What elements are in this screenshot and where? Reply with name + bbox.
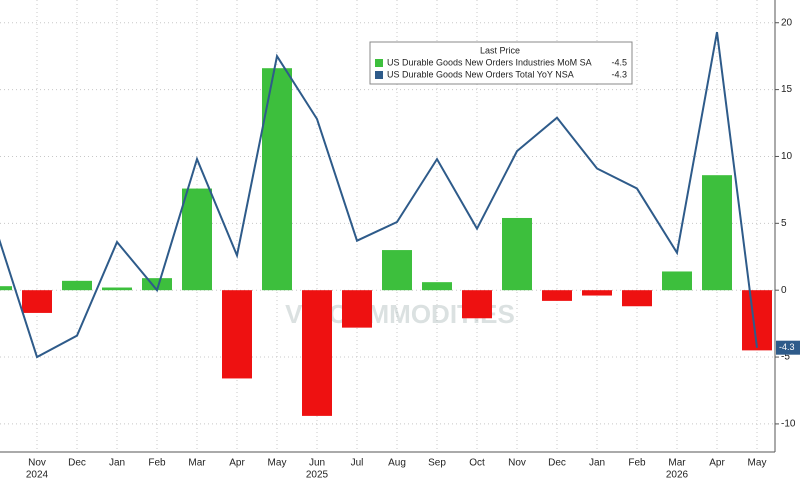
bar — [302, 290, 332, 416]
x-tick-label: Feb — [628, 458, 646, 469]
x-tick-label: Nov — [28, 458, 46, 469]
x-tick-label: Apr — [709, 458, 725, 469]
y-tick-label: 10 — [781, 151, 793, 162]
bar — [542, 290, 572, 301]
legend-swatch — [375, 71, 383, 79]
bar — [342, 290, 372, 328]
bar — [662, 271, 692, 291]
bar — [622, 290, 652, 307]
legend: Last Price US Durable Goods New Orders I… — [369, 41, 633, 85]
x-tick-label: Jul — [351, 458, 364, 469]
legend-swatch — [375, 59, 383, 67]
last-value-tag — [776, 340, 800, 355]
bar — [422, 282, 452, 291]
y-tick-label: -5 — [781, 352, 790, 363]
year-label: 2024 — [26, 470, 49, 481]
y-tick-label: 0 — [781, 285, 787, 296]
bar — [702, 175, 732, 291]
plot-area — [0, 31, 772, 416]
x-tick-label: Jan — [589, 458, 605, 469]
bar — [0, 286, 12, 291]
x-tick-label: Jan — [109, 458, 125, 469]
y-tick-label: 15 — [781, 84, 793, 95]
x-tick-label: May — [268, 458, 287, 469]
last-value-label: -4.3 — [779, 342, 795, 352]
x-tick-label: Dec — [548, 458, 566, 469]
legend-label: US Durable Goods New Orders Industries M… — [387, 57, 592, 67]
year-label: 2025 — [306, 470, 329, 481]
year-label: 2026 — [666, 470, 689, 481]
legend-value: -4.3 — [611, 69, 627, 79]
bar — [382, 250, 412, 291]
x-tick-label: Dec — [68, 458, 86, 469]
bar — [582, 290, 612, 296]
x-tick-label: May — [748, 458, 767, 469]
bar — [222, 290, 252, 379]
legend-label: US Durable Goods New Orders Total YoY NS… — [387, 69, 574, 79]
bar — [102, 287, 132, 291]
legend-value: -4.5 — [611, 57, 627, 67]
y-tick-label: 5 — [781, 218, 787, 229]
x-tick-label: Nov — [508, 458, 526, 469]
x-tick-label: Mar — [668, 458, 686, 469]
x-tick-label: Oct — [469, 458, 485, 469]
x-tick-label: Aug — [388, 458, 406, 469]
bar — [182, 188, 212, 291]
bar — [502, 217, 532, 291]
y-tick-label: -10 — [781, 419, 796, 430]
legend-title: Last Price — [480, 45, 520, 55]
bar — [22, 290, 52, 313]
bar — [462, 290, 492, 319]
bar — [262, 68, 292, 291]
line — [0, 31, 758, 359]
x-tick-label: Sep — [428, 458, 446, 469]
bar — [62, 280, 92, 291]
x-tick-label: Jun — [309, 458, 325, 469]
x-tick-label: Feb — [148, 458, 166, 469]
x-tick-label: Apr — [229, 458, 245, 469]
legend-box — [369, 41, 633, 85]
y-tick-label: 20 — [781, 17, 793, 28]
x-tick-label: Mar — [188, 458, 206, 469]
